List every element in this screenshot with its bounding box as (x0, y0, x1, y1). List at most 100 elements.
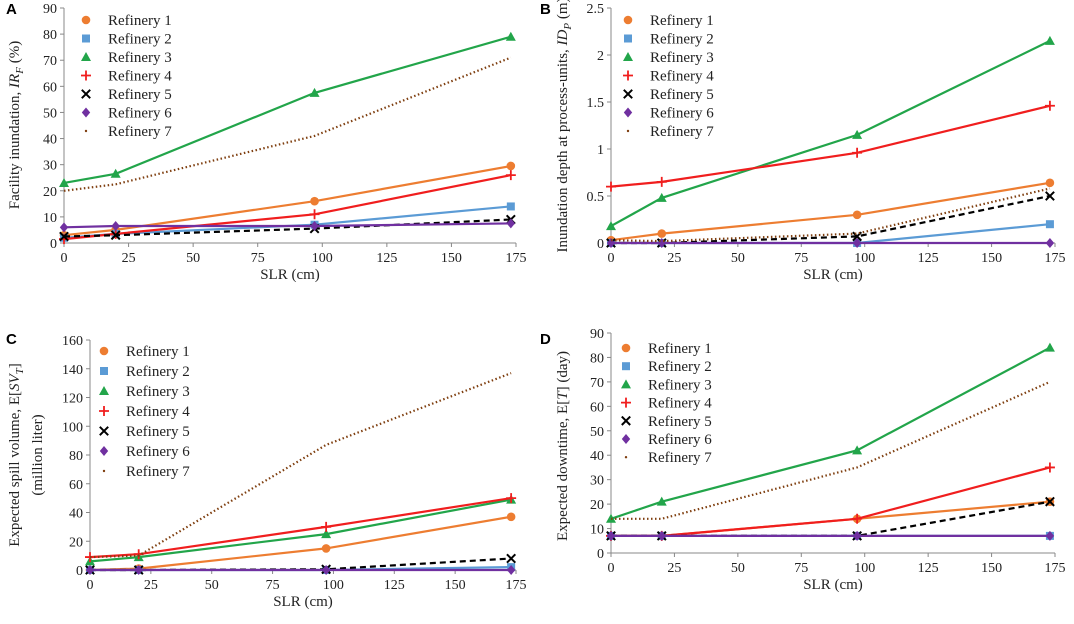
data-point (310, 196, 319, 206)
legend-item: Refinery 6 (99, 444, 190, 460)
series-refinery-6 (606, 530, 1055, 541)
y-tick-label: 20 (590, 498, 604, 513)
y-tick-label: 2 (597, 49, 604, 64)
legend-marker (626, 129, 630, 133)
legend-item: Refinery 3 (623, 50, 714, 66)
legend-item: Refinery 4 (621, 396, 712, 412)
x-axis-label: SLR (cm) (803, 577, 863, 593)
x-tick-label: 50 (731, 561, 745, 576)
x-tick-label: 0 (608, 561, 615, 576)
legend-marker (624, 456, 628, 459)
y-tick-label: 90 (43, 2, 57, 17)
data-point (1044, 462, 1055, 473)
legend-marker (81, 15, 91, 25)
series-line (89, 372, 512, 559)
legend-item: Refinery 2 (100, 364, 190, 380)
y-tick-label: 40 (69, 507, 83, 522)
series-refinery-5 (606, 191, 1055, 248)
legend-label: Refinery 6 (126, 444, 190, 460)
data-point (656, 496, 667, 506)
legend-label: Refinery 5 (648, 414, 712, 430)
legend-label: Refinery 4 (126, 404, 190, 420)
data-point (606, 221, 616, 231)
series-refinery-7 (611, 380, 1051, 520)
data-point (506, 512, 516, 522)
data-point (321, 521, 332, 532)
series-line (89, 498, 512, 563)
y-axis-label-line2: (million liter) (30, 414, 46, 495)
y-tick-label: 30 (43, 159, 57, 174)
panel-c: C 0 20 40 60 80 100 120 140 160 0 25 50 75 100 125 150 17… (6, 331, 527, 610)
data-point (321, 565, 331, 575)
data-point (59, 177, 69, 187)
data-point (606, 530, 616, 541)
legend-label: Refinery 7 (648, 450, 712, 466)
x-tick-label: 175 (1045, 561, 1066, 576)
x-tick-label: 75 (794, 251, 808, 266)
legend-marker (99, 346, 109, 356)
y-axis-label: Inundation depth at process-units, IDP (… (555, 0, 574, 253)
legend-label: Refinery 5 (126, 424, 190, 440)
legend-marker (84, 129, 88, 133)
legend-label: Refinery 6 (650, 106, 714, 122)
data-point (506, 493, 517, 504)
panel-label-b: B (540, 1, 551, 18)
legend-marker (624, 34, 632, 43)
x-axis-label: SLR (cm) (803, 267, 863, 283)
x-tick-label: 0 (61, 251, 68, 266)
legend-item: Refinery 5 (623, 87, 714, 103)
data-point (852, 530, 862, 541)
y-tick-label: 1.5 (587, 96, 605, 111)
x-tick-label: 125 (384, 578, 405, 593)
data-point (59, 231, 69, 242)
panel-b: B 0 0.5 1 1.5 2 2.5 0 25 50 75 100 125 150 175 SLR (cm)… (540, 0, 1066, 283)
legend-label: Refinery 7 (650, 124, 714, 140)
x-tick-label: 125 (918, 561, 939, 576)
panel-d: D 0 10 20 30 40 50 60 70 80 90 0 25 50 75 100 125 150 175 S… (540, 327, 1066, 593)
y-tick-label: 0 (50, 237, 57, 252)
series-line (610, 104, 1051, 188)
data-point (321, 529, 332, 539)
data-point (657, 229, 667, 238)
x-tick-label: 125 (376, 251, 397, 266)
y-tick-label: 30 (590, 474, 604, 489)
legend-item: Refinery 5 (99, 424, 190, 440)
legend-label: Refinery 3 (126, 384, 190, 400)
y-tick-label: 10 (590, 523, 604, 538)
data-point (1044, 342, 1055, 352)
data-point (134, 565, 143, 575)
legend-label: Refinery 4 (108, 69, 172, 85)
legend-label: Refinery 1 (108, 13, 172, 29)
data-point (1044, 35, 1055, 45)
data-point (606, 238, 616, 248)
legend-label: Refinery 7 (126, 464, 190, 480)
legend-item: Refinery 5 (621, 414, 712, 430)
legend-label: Refinery 2 (126, 364, 190, 380)
data-point (852, 210, 862, 220)
x-tick-label: 150 (445, 578, 466, 593)
legend-marker (621, 434, 631, 444)
data-point (656, 176, 667, 187)
series-refinery-6 (606, 238, 1055, 248)
series-refinery-1 (59, 161, 516, 240)
x-tick-label: 175 (506, 578, 527, 593)
data-point (506, 553, 517, 564)
series-refinery-6 (59, 218, 516, 233)
legend-item: Refinery 7 (626, 124, 714, 140)
legend-marker (623, 52, 633, 61)
data-point (506, 218, 516, 229)
legend-label: Refinery 1 (648, 341, 712, 357)
legend-marker (99, 406, 109, 416)
legend-marker (621, 397, 631, 408)
x-tick-label: 75 (794, 561, 808, 576)
data-point (506, 161, 516, 171)
y-tick-label: 2.5 (587, 2, 605, 17)
series-refinery-3 (59, 31, 516, 187)
x-tick-label: 100 (312, 251, 333, 266)
y-tick-label: 70 (43, 54, 57, 69)
legend-marker (81, 70, 91, 81)
data-point (852, 238, 862, 248)
legend-marker (99, 446, 109, 456)
data-point (506, 202, 515, 211)
legend-item: Refinery 1 (623, 13, 714, 29)
